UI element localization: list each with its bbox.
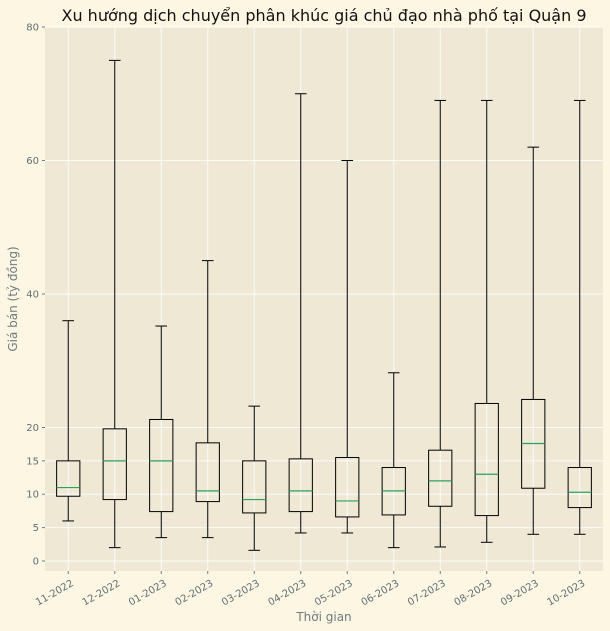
iqr-box bbox=[149, 418, 174, 513]
iqr-box bbox=[195, 442, 220, 503]
y-tick-label: 40 bbox=[26, 289, 39, 300]
y-tick-label: 5 bbox=[33, 523, 39, 534]
y-tick-label: 20 bbox=[26, 423, 39, 434]
box-11-2022 bbox=[56, 320, 81, 522]
iqr-box bbox=[102, 428, 127, 501]
box-04-2023 bbox=[288, 93, 313, 534]
y-tick-label: 0 bbox=[33, 556, 39, 567]
y-tick-label: 80 bbox=[26, 23, 39, 34]
iqr-box bbox=[242, 460, 267, 514]
y-axis-label: Giá bán (tỷ đồng) bbox=[6, 246, 20, 351]
y-tick-label: 15 bbox=[26, 456, 39, 467]
box-layer bbox=[56, 59, 592, 551]
box-12-2022 bbox=[102, 59, 127, 549]
iqr-box bbox=[428, 449, 453, 507]
box-03-2023 bbox=[242, 405, 267, 551]
box-05-2023 bbox=[335, 159, 360, 534]
iqr-box bbox=[474, 402, 499, 517]
plot-area bbox=[45, 27, 603, 571]
box-09-2023 bbox=[521, 146, 546, 535]
chart-title: Xu hướng dịch chuyển phân khúc giá chủ đ… bbox=[61, 6, 586, 25]
iqr-box bbox=[335, 457, 360, 518]
iqr-box bbox=[56, 460, 81, 497]
iqr-box bbox=[567, 467, 592, 509]
box-01-2023 bbox=[149, 325, 174, 539]
iqr-box bbox=[288, 458, 313, 513]
y-tick-label: 60 bbox=[26, 156, 39, 167]
x-axis-label: Thời gian bbox=[295, 610, 351, 624]
box-08-2023 bbox=[474, 99, 499, 543]
box-10-2023 bbox=[567, 99, 592, 535]
y-tick-label: 10 bbox=[26, 490, 39, 501]
box-07-2023 bbox=[428, 99, 453, 548]
box-02-2023 bbox=[195, 260, 220, 539]
box-06-2023 bbox=[381, 372, 406, 549]
